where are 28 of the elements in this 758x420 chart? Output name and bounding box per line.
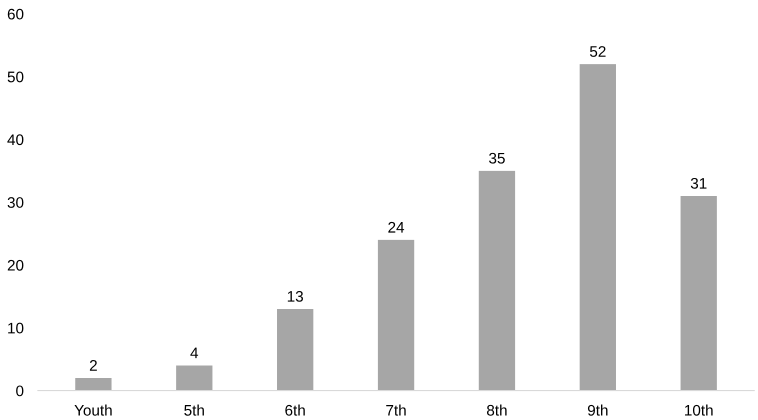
bar [378, 240, 414, 391]
y-tick-label: 20 [8, 260, 24, 271]
bar [277, 308, 314, 391]
y-tick-label: 50 [8, 72, 24, 82]
x-tick-label: 7th [386, 404, 406, 416]
y-tick-label: 0 [16, 385, 24, 396]
x-tick-label: 8th [486, 404, 507, 416]
data-label: 52 [590, 46, 606, 57]
data-label: 2 [90, 360, 97, 371]
bar [176, 365, 212, 391]
data-label: 13 [288, 290, 303, 302]
bar [478, 170, 516, 391]
y-tick-label: 60 [8, 8, 24, 20]
x-tick-label: 9th [588, 404, 608, 416]
y-tick-label: 10 [8, 322, 24, 334]
x-tick-label: Youth [74, 404, 112, 416]
data-label: 24 [388, 222, 404, 233]
data-label: 4 [190, 348, 198, 358]
bar [680, 196, 717, 391]
x-tick-label: 6th [285, 404, 305, 416]
y-tick-label: 40 [7, 134, 24, 146]
data-label: 31 [690, 178, 706, 189]
data-label: 35 [489, 152, 505, 164]
y-tick-label: 30 [8, 197, 24, 208]
bar [580, 64, 616, 391]
x-tick-label: 5th [184, 404, 204, 416]
x-tick-label: 10th [685, 404, 713, 416]
bar [75, 378, 112, 391]
